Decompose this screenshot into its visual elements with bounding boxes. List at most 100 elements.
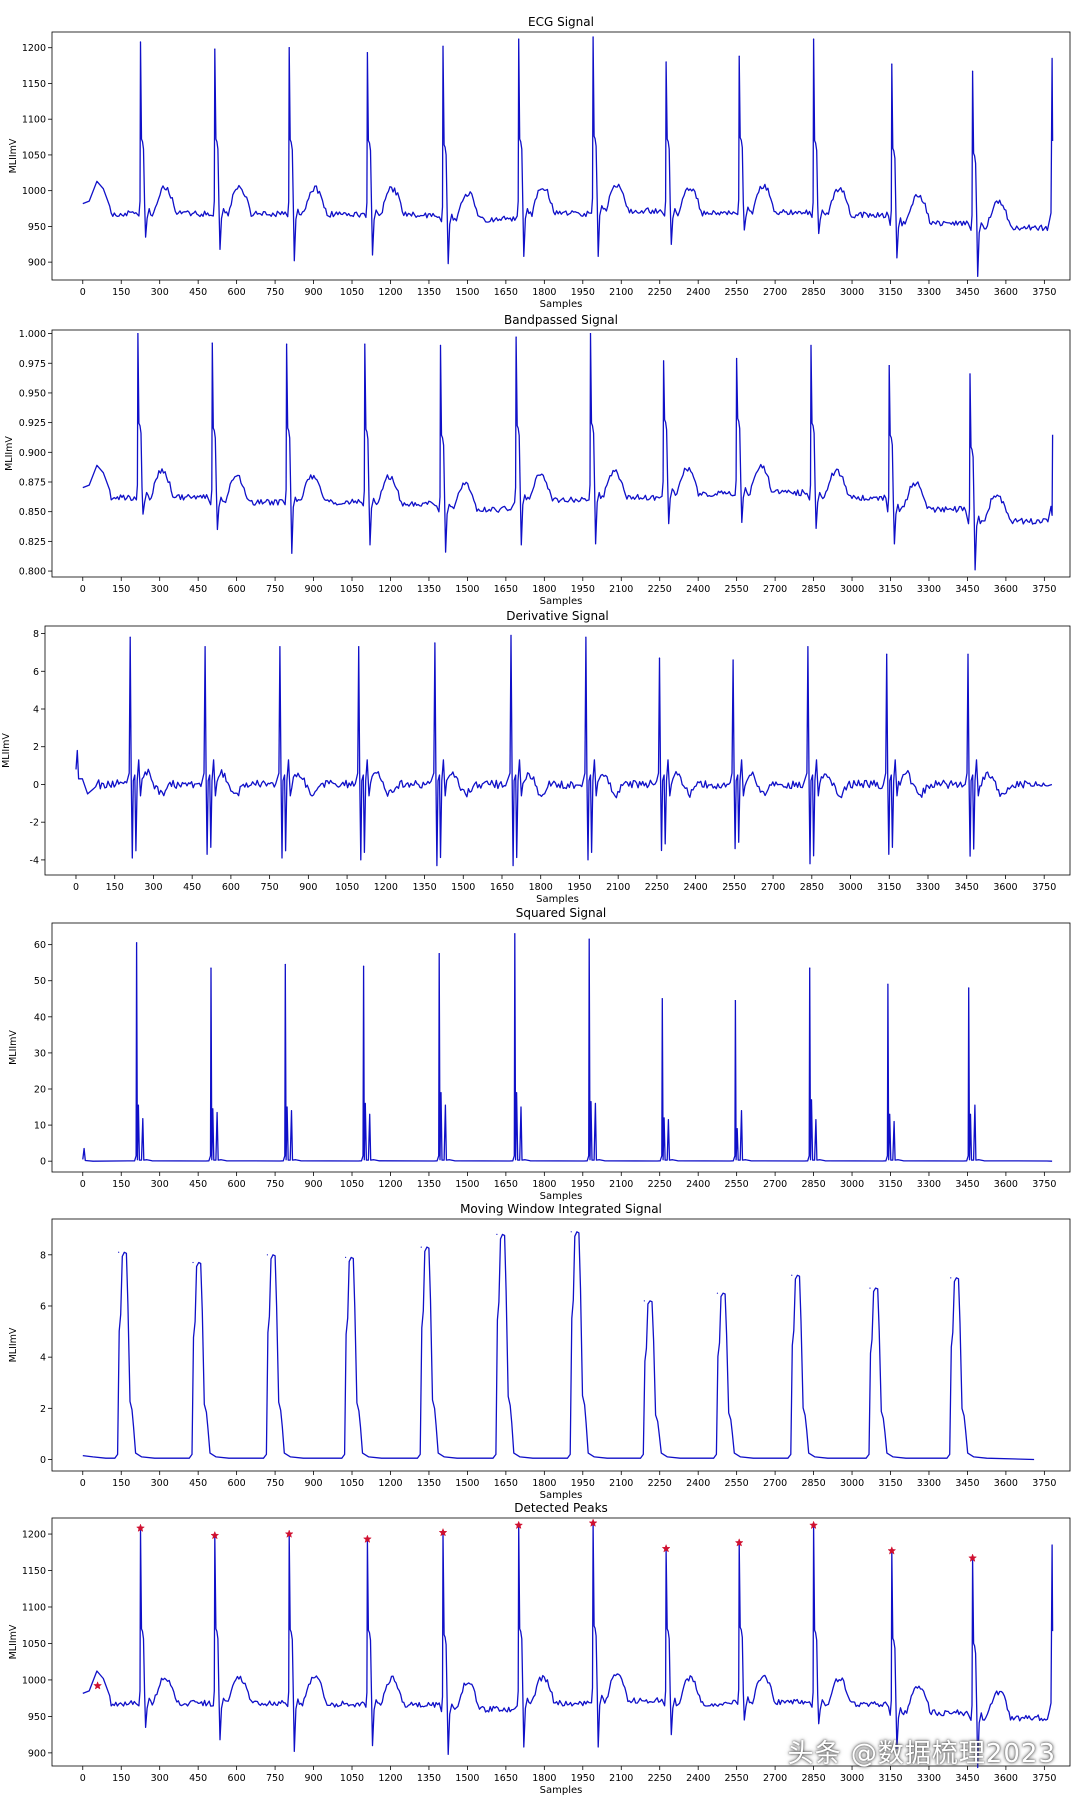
x-tick-label: 2550 (725, 1179, 749, 1190)
data-point-peak-10 (810, 344, 812, 347)
x-tick-label: 1800 (532, 1478, 556, 1489)
x-tick-label: 2850 (800, 882, 824, 893)
y-axis-label: MLIImV (8, 138, 19, 173)
x-tick-label: 3150 (878, 1773, 902, 1784)
data-point-peak-11 (887, 983, 889, 985)
plot-frame (51, 31, 1071, 281)
data-point-peak-10 (809, 967, 811, 969)
data-point-peak-3 (284, 963, 286, 966)
data-point-peak-6 (515, 336, 517, 338)
data-point-peak-3 (286, 343, 288, 345)
x-tick-label: 2100 (609, 1478, 633, 1489)
x-tick-label: 2400 (686, 584, 710, 595)
x-tick-label: 2850 (801, 1478, 825, 1489)
x-tick-label: 1350 (417, 584, 441, 595)
y-tick-label: 1150 (22, 1566, 46, 1577)
data-point-peak-10 (807, 646, 809, 648)
x-tick-label: 3150 (878, 287, 902, 298)
data-point-peak-9 (736, 357, 738, 360)
x-tick-label: 150 (112, 1179, 130, 1190)
chart-panel-integrated: Moving Window Integrated Signal 0 150 300 45… (8, 1202, 1071, 1501)
data-point-peak-9 (732, 659, 734, 661)
x-tick-label: 2250 (648, 1773, 672, 1784)
data-point-peak-4 (345, 1256, 347, 1258)
x-tick-label: 1350 (417, 287, 441, 298)
peak-marker-7 (514, 1520, 524, 1530)
y-tick-label: 1150 (22, 79, 46, 90)
x-tick-label: 1650 (494, 287, 518, 298)
x-axis-label: Samples (540, 299, 583, 310)
x-tick-label: 2700 (763, 1773, 787, 1784)
x-tick-label: 900 (304, 584, 322, 595)
x-axis-label: Samples (536, 894, 579, 905)
data-point-peak-1 (129, 636, 131, 638)
x-tick-label: 3600 (994, 584, 1018, 595)
data-point-peak-9 (716, 1292, 719, 1294)
x-tick-label: 300 (151, 1773, 169, 1784)
peak-marker-6 (438, 1527, 448, 1537)
y-tick-label: 1000 (22, 186, 46, 197)
y-tick-label: 8 (33, 629, 39, 640)
data-point-peak-11 (869, 1287, 871, 1289)
y-tick-label: 0 (40, 1455, 46, 1466)
data-point-peak-2 (211, 342, 213, 344)
y-tick-label: 1100 (22, 1602, 46, 1613)
x-tick-label: 3750 (1032, 1478, 1056, 1489)
data-point-peak-12 (968, 987, 970, 989)
series-line-squared (82, 933, 1053, 1162)
x-tick-label: 3000 (840, 1478, 864, 1489)
data-point-peak-7 (588, 938, 590, 940)
x-tick-label: 750 (261, 882, 279, 893)
x-tick-label: 1650 (494, 1179, 518, 1190)
data-point-peak-5 (438, 953, 440, 955)
data-point-peak-1 (136, 942, 138, 944)
x-tick-label: 3300 (917, 1773, 941, 1784)
x-tick-label: 450 (189, 1773, 207, 1784)
x-tick-label: 2100 (609, 1773, 633, 1784)
data-point-peak-12 (971, 70, 974, 72)
series-line-ecg (82, 36, 1054, 278)
y-tick-label: 2 (40, 1404, 46, 1415)
x-tick-label: 1500 (455, 287, 479, 298)
y-tick-label: 1100 (22, 115, 46, 126)
y-tick-label: 20 (34, 1085, 46, 1096)
data-point-peak-1 (118, 1251, 120, 1253)
data-point-peak-6 (514, 933, 516, 935)
data-point-peak-4 (358, 646, 360, 648)
x-tick-label: 3300 (916, 882, 940, 893)
data-point-peak-8 (658, 657, 661, 659)
data-point-peak-2 (204, 646, 206, 648)
x-tick-label: 3750 (1032, 1179, 1056, 1190)
data-point-peak-3 (279, 646, 281, 648)
series-line-integrated (82, 1231, 1035, 1461)
data-point-peak-9 (738, 55, 740, 57)
x-tick-label: 1200 (378, 1773, 402, 1784)
y-tick-label: 1.000 (19, 329, 46, 340)
y-tick-label: 900 (28, 1748, 46, 1759)
x-tick-label: 450 (183, 882, 201, 893)
x-tick-label: 1500 (451, 882, 475, 893)
plot-frame (44, 625, 1071, 876)
x-tick-label: 0 (80, 584, 86, 595)
y-tick-label: 0.850 (19, 507, 46, 518)
x-axis-label: Samples (540, 1785, 583, 1796)
x-tick-label: 750 (266, 1773, 284, 1784)
y-tick-label: 1050 (22, 150, 46, 161)
x-tick-label: 750 (266, 584, 284, 595)
x-tick-label: 750 (266, 287, 284, 298)
y-tick-label: 40 (34, 1012, 46, 1023)
x-tick-label: 2850 (801, 1179, 825, 1190)
chart-panel-bandpassed: Bandpassed Signal 0 150 300 450 600 750 900 1050… (4, 313, 1071, 607)
x-tick-label: 2850 (801, 584, 825, 595)
data-point-peak-8 (643, 1300, 645, 1302)
peak-marker-13 (968, 1553, 978, 1562)
y-tick-label: 2 (33, 742, 39, 753)
chart-title: Derivative Signal (506, 609, 609, 623)
x-tick-label: 1650 (494, 584, 518, 595)
x-tick-label: 1350 (417, 1179, 441, 1190)
x-tick-label: 450 (189, 584, 207, 595)
x-axis-label: Samples (540, 596, 583, 607)
x-tick-label: 2700 (763, 1179, 787, 1190)
y-tick-label: 1200 (22, 1530, 46, 1541)
